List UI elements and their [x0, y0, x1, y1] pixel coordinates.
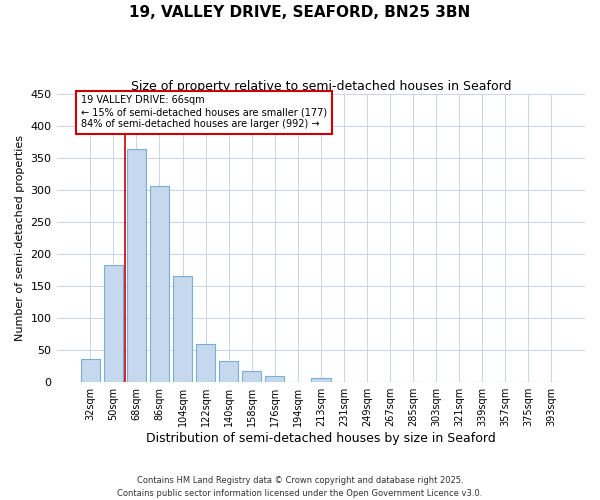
Text: 19, VALLEY DRIVE, SEAFORD, BN25 3BN: 19, VALLEY DRIVE, SEAFORD, BN25 3BN	[130, 5, 470, 20]
Bar	[219, 361, 238, 382]
Bar	[242, 370, 262, 382]
Bar	[80, 359, 100, 382]
Bar	[149, 186, 169, 382]
Y-axis label: Number of semi-detached properties: Number of semi-detached properties	[15, 135, 25, 341]
Bar	[173, 276, 193, 382]
X-axis label: Distribution of semi-detached houses by size in Seaford: Distribution of semi-detached houses by …	[146, 432, 496, 445]
Title: Size of property relative to semi-detached houses in Seaford: Size of property relative to semi-detach…	[131, 80, 511, 93]
Bar	[196, 344, 215, 382]
Bar	[127, 148, 146, 382]
Bar	[265, 376, 284, 382]
Bar	[311, 378, 331, 382]
Text: 19 VALLEY DRIVE: 66sqm
← 15% of semi-detached houses are smaller (177)
84% of se: 19 VALLEY DRIVE: 66sqm ← 15% of semi-det…	[81, 96, 327, 128]
Text: Contains HM Land Registry data © Crown copyright and database right 2025.
Contai: Contains HM Land Registry data © Crown c…	[118, 476, 482, 498]
Bar	[104, 265, 123, 382]
